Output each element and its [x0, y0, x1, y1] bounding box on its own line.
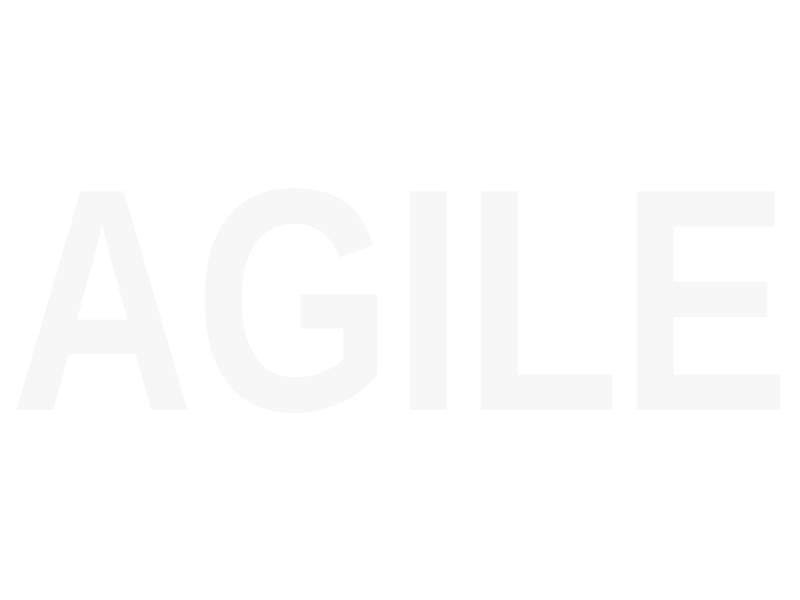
wordmark-text: AGILE: [10, 123, 790, 478]
